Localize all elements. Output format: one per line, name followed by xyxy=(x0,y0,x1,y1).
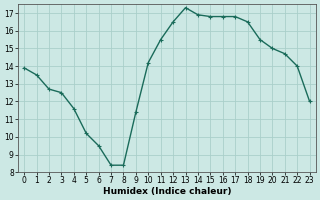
X-axis label: Humidex (Indice chaleur): Humidex (Indice chaleur) xyxy=(103,187,231,196)
